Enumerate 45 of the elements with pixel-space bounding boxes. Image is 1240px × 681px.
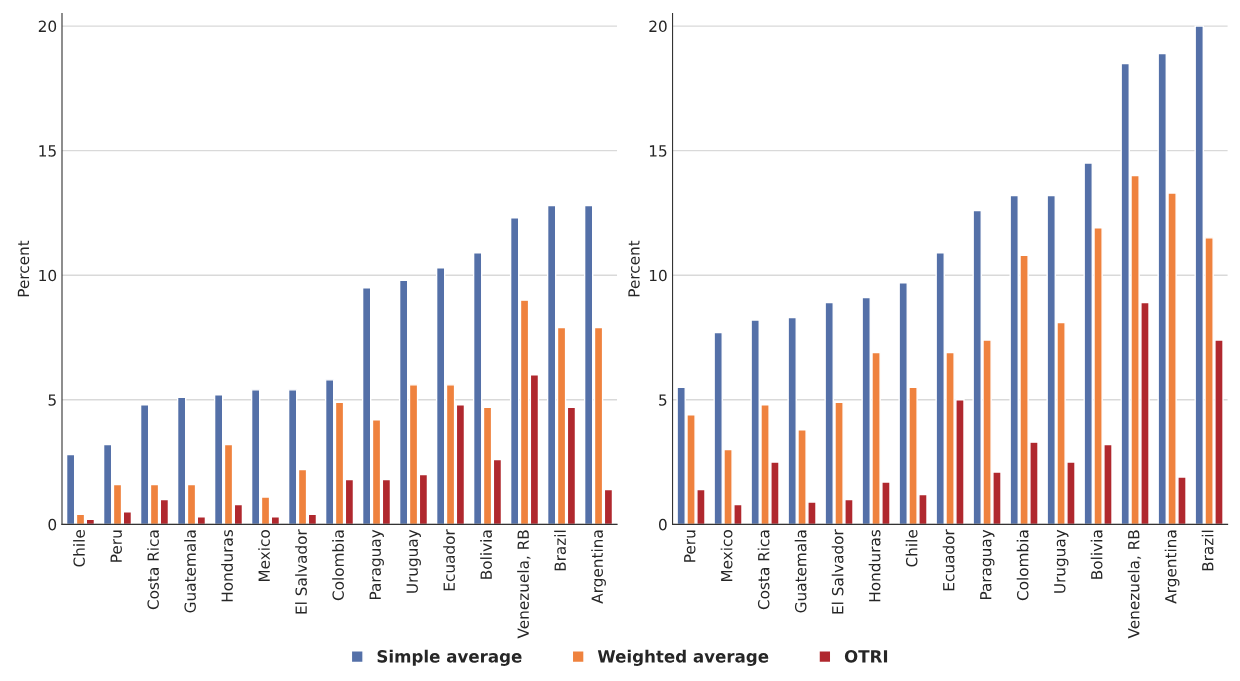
y-tick-label: 10 [39, 269, 57, 282]
x-tick-label: El Salvador [295, 529, 307, 614]
x-tick-label: Costa Rica [147, 530, 159, 610]
x-tick-label: Colombia [332, 530, 344, 601]
x-tick-label: Argentina [1164, 530, 1180, 604]
y-tick-label: 20 [649, 20, 667, 33]
x-tick-label: Costa Rica [757, 530, 770, 610]
y-tick-label: 0 [658, 518, 667, 531]
y-tick-label: 15 [649, 145, 667, 157]
x-tick-label: Ecuador [443, 529, 455, 591]
y-tick-label: 5 [48, 394, 56, 406]
y-tick-label: 20 [38, 20, 57, 33]
legend-label: Weighted average [597, 649, 769, 666]
x-tick-label: Honduras [221, 529, 233, 602]
x-tick-label: Brazil [1201, 530, 1214, 571]
x-tick-label: Ecuador [942, 529, 955, 591]
x-tick-label: Peru [684, 530, 696, 562]
x-tick-label: Colombia [1016, 530, 1029, 601]
x-tick-label: Venezuela, RB [1127, 530, 1142, 639]
x-tick-label: Uruguay [406, 529, 421, 593]
x-tick-label: Paraguay [369, 529, 384, 600]
x-tick-label: Guatemala [794, 530, 807, 613]
legend-label: OTRI [844, 650, 888, 663]
legend-label: Simple average [377, 649, 522, 666]
y-tick-label: 0 [48, 518, 57, 531]
x-tick-label: Guatemala [184, 530, 196, 613]
x-tick-label: Bolivia [480, 530, 492, 579]
x-tick-label: Honduras [868, 529, 881, 602]
x-tick-label: Chile [73, 530, 85, 567]
x-tick-label: Bolivia [1090, 530, 1103, 579]
x-tick-label: Argentina [591, 530, 606, 604]
x-tick-label: Peru [110, 530, 122, 562]
y-tick-label: 5 [659, 394, 667, 406]
x-tick-label: Chile [905, 530, 918, 567]
y-axis-title: Percent [628, 240, 640, 297]
x-tick-label: El Salvador [831, 529, 844, 614]
x-tick-label: Uruguay [1054, 529, 1069, 593]
x-tick-label: Mexico [258, 530, 270, 582]
x-tick-label: Mexico [720, 530, 733, 582]
y-axis-title: Percent [17, 240, 30, 297]
y-tick-label: 10 [649, 269, 667, 282]
y-tick-label: 15 [39, 145, 56, 157]
x-tick-label: Venezuela, RB [517, 530, 531, 639]
x-tick-label: Paraguay [980, 529, 995, 600]
x-tick-label: Brazil [554, 530, 566, 571]
